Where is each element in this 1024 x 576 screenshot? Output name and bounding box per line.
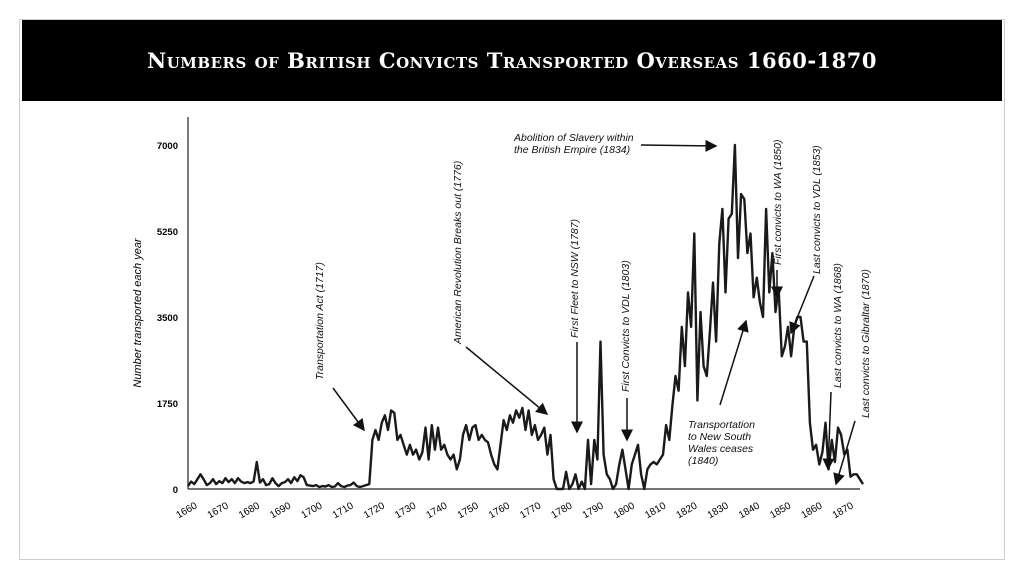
- annotation: First convicts to WA (1850): [771, 140, 784, 299]
- annotation-label: Transportation to New South Wales ceases (1…: [688, 419, 755, 467]
- annotation-label: First Fleet to NSW (1787): [569, 219, 581, 338]
- annotation-label: Last convicts to WA (1868): [832, 263, 844, 388]
- x-tick-label: 1670: [206, 500, 231, 521]
- x-tick-label: 1660: [174, 500, 199, 521]
- annotation-arrow: [640, 139, 718, 152]
- annotation: Transportation to New South Wales ceases (1…: [688, 319, 755, 467]
- annotation-arrow: [465, 346, 549, 415]
- x-tick-label: 1750: [456, 500, 481, 521]
- annotation-label: American Revolution Breaks out (1776): [452, 161, 464, 345]
- x-tick-label: 1870: [831, 500, 856, 521]
- title-bar: Numbers of British Convicts Transported …: [22, 20, 1002, 101]
- y-tick-label: 3500: [157, 313, 178, 324]
- annotation-label: Abolition of Slavery within the British E…: [513, 132, 634, 156]
- x-tick-label: 1760: [487, 500, 512, 521]
- x-tick-label: 1800: [612, 500, 637, 521]
- annotation: First Fleet to NSW (1787): [569, 219, 583, 434]
- annotation: Last convicts to WA (1868): [822, 263, 844, 471]
- x-tick-label: 1770: [518, 500, 543, 521]
- y-tick-label: 5250: [157, 227, 178, 238]
- x-tick-label: 1780: [549, 500, 574, 521]
- y-axis-label: Number transported each year: [132, 237, 144, 388]
- x-tick-label: 1680: [237, 500, 262, 521]
- y-tick-label: 1750: [157, 399, 178, 410]
- x-tick-label: 1850: [768, 500, 793, 521]
- y-tick-label: 0: [173, 485, 178, 496]
- annotation-arrow: [822, 391, 835, 471]
- annotation-label: Transportation Act (1717): [314, 262, 326, 380]
- annotation-arrow: [719, 319, 749, 406]
- slide-title: Numbers of British Convicts Transported …: [147, 48, 877, 73]
- annotation-label: First convicts to WA (1850): [772, 140, 784, 265]
- x-tick-label: 1710: [331, 500, 356, 521]
- x-tick-labels: 1660 1670 1680 1690 1700 1710 1720 1730 1740 1750…: [174, 500, 855, 521]
- annotation: American Revolution Breaks out (1776): [452, 161, 549, 415]
- x-tick-label: 1840: [737, 500, 762, 521]
- y-tick-labels: 0 1750 3500 5250 7000: [157, 141, 178, 496]
- annotation-arrow: [833, 420, 856, 486]
- x-tick-label: 1740: [424, 500, 449, 521]
- x-tick-label: 1690: [268, 500, 293, 521]
- annotation: Abolition of Slavery within the British E…: [513, 132, 718, 156]
- annotation-label: Last convicts to VDL (1853): [811, 145, 823, 274]
- x-tick-label: 1810: [643, 500, 668, 521]
- annotation-arrow: [332, 387, 365, 432]
- x-tick-label: 1860: [799, 500, 824, 521]
- series-line: [187, 143, 865, 491]
- annotation-label: Last convicts to Gibraltar (1870): [860, 269, 872, 418]
- x-tick-label: 1830: [706, 500, 731, 521]
- annotation: First Convicts to VDL (1803): [620, 260, 633, 442]
- annotation-label: First Convicts to VDL (1803): [620, 260, 632, 392]
- annotations: Transportation Act (1717) American Revolu…: [314, 132, 872, 486]
- x-tick-label: 1790: [581, 500, 606, 521]
- annotation: Last convicts to VDL (1853): [789, 145, 823, 335]
- annotation: Last convicts to Gibraltar (1870): [833, 269, 872, 486]
- x-tick-label: 1820: [674, 500, 699, 521]
- annotation-arrow: [789, 275, 815, 335]
- annotation: Transportation Act (1717): [314, 262, 365, 432]
- x-tick-label: 1730: [393, 500, 418, 521]
- x-tick-label: 1720: [362, 500, 387, 521]
- x-tick-label: 1700: [299, 500, 324, 521]
- y-tick-label: 7000: [157, 141, 178, 152]
